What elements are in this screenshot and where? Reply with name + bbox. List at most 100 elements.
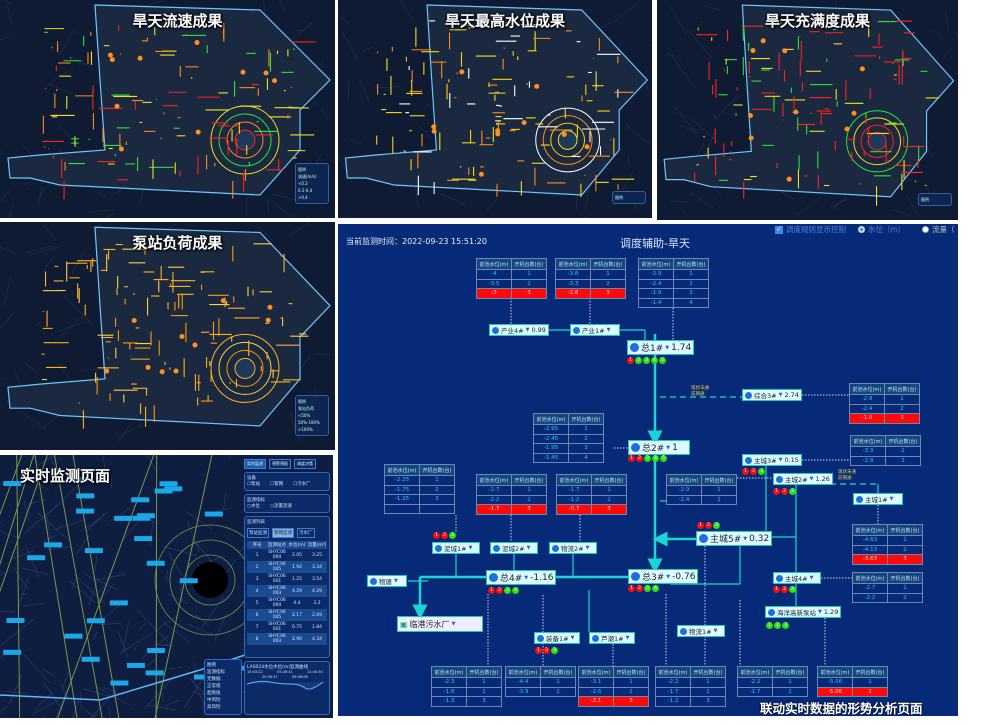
dropdown-icon[interactable]: ▼ <box>666 444 671 451</box>
pump-rule-table: 前池水位(m) 开机台数(台) -2.7 1 -2.2 2 -1.7 3 <box>476 474 547 515</box>
legend-item: 流速(m/s) <box>298 174 317 179</box>
pump-station[interactable]: 产业1# ▼ <box>570 324 620 336</box>
pump-station[interactable]: 泥城2# ▼ <box>490 542 538 554</box>
pump-station[interactable]: 总1# ▼ 1.74 <box>627 340 695 355</box>
water-level-radio[interactable]: 水位（m） <box>858 224 905 235</box>
level-cell: -2.7 <box>852 583 888 594</box>
pump-rule-table: 前池水位(m) 开机台数(台) -3.1 1 -2.6 2 -2.1 3 <box>578 666 649 707</box>
pump-status-off: 2 <box>636 455 643 462</box>
type-radio[interactable]: ○流量流速 <box>269 504 292 509</box>
dropdown-icon[interactable]: ▼ <box>625 635 630 641</box>
monitor-tab[interactable]: 调度决策 <box>294 459 316 469</box>
dropdown-icon[interactable]: ▼ <box>451 621 456 627</box>
dropdown-icon[interactable]: ▼ <box>778 457 783 463</box>
flow-radio[interactable]: 流量（ <box>922 224 955 235</box>
table-row[interactable]: 2 SHYC06 005 1.92 3.34 <box>247 561 327 573</box>
pump-station[interactable]: 主城4# ▼ <box>773 572 821 584</box>
cell: SHYC06 003 <box>268 634 286 644</box>
pump-status-on: 4 <box>652 455 659 462</box>
col-header: 前池水位(m) <box>852 524 888 536</box>
pump-rule-table: 前池水位(m) 开机台数(台) -2.25 1 -1.75 2 -1.25 3 <box>384 464 455 514</box>
dropdown-icon[interactable]: ▼ <box>809 575 814 581</box>
pump-icon <box>573 326 580 334</box>
dropdown-icon[interactable]: ▼ <box>713 628 718 634</box>
radio-selected-icon[interactable] <box>858 226 865 233</box>
table-row[interactable]: 5 SHYC06 004 4.4 3.2 <box>247 597 327 609</box>
monitor-tab[interactable]: 预警预报 <box>269 459 291 469</box>
pump-station[interactable]: 主城5# ▼ 0.32 <box>696 531 773 546</box>
dropdown-icon[interactable]: ▼ <box>468 545 473 551</box>
column-header: 流量(m³) <box>307 543 327 548</box>
dropdown-icon[interactable]: ▼ <box>889 496 894 502</box>
cell: 7 <box>255 624 259 630</box>
col-header: 开机台数(台) <box>590 258 626 270</box>
dropdown-icon[interactable]: ▼ <box>585 545 590 551</box>
col-header: 开机台数(台) <box>511 474 547 486</box>
table-row[interactable]: 6 SHYC06 005 2.17 2.69 <box>247 609 327 621</box>
dropdown-icon[interactable]: ▼ <box>570 635 575 641</box>
pump-station[interactable]: 主城2# ▼ 1.26 <box>773 473 833 485</box>
pump-station[interactable]: 海洋高新泵站 ▼ 1.29 <box>765 606 842 618</box>
cell: SHYC06 004 <box>268 550 286 560</box>
level-cell: -3.1 <box>578 677 614 688</box>
table-row: -4.63 1 <box>852 535 923 546</box>
table-row: -2.4 2 <box>849 403 920 414</box>
list-tab[interactable]: 泵站监测 <box>247 528 269 538</box>
pump-status-off: 1 <box>742 468 749 475</box>
map-legend: 图例 <box>612 191 646 204</box>
pump-station[interactable]: 芦潮1# ▼ <box>589 632 635 644</box>
pump-station[interactable]: 物唐 ▼ <box>367 575 407 587</box>
col-header: 前池水位(m) <box>638 258 674 270</box>
device-checkbox[interactable]: ☐泵站 <box>247 482 261 487</box>
device-checkbox[interactable]: ☐管网 <box>270 482 284 487</box>
dropdown-icon[interactable]: ▼ <box>818 609 822 615</box>
pump-status-off: 2 <box>781 586 788 593</box>
pump-station[interactable]: 物流2# ▼ <box>549 542 597 554</box>
pump-station[interactable]: 总2# ▼ 1 <box>628 440 690 455</box>
dropdown-icon[interactable]: ▼ <box>394 578 398 584</box>
type-radio[interactable]: ○水位 <box>247 504 260 509</box>
count-cell: 1 <box>591 485 627 496</box>
sewage-plant[interactable]: ▣ 临港污水厂 ▼ <box>397 616 483 632</box>
table-row[interactable]: 3 SHYC06 001 1.25 3.54 <box>247 573 327 585</box>
table-row[interactable]: 1 SHYC06 004 2.05 3.25 <box>247 549 327 561</box>
monitor-tab[interactable]: 实时监测 <box>244 459 266 469</box>
device-checkbox[interactable]: ☐污水厂 <box>293 482 311 487</box>
dropdown-icon[interactable]: ▼ <box>809 476 814 482</box>
list-tab[interactable]: 污水厂 <box>297 528 315 538</box>
count-cell: 3 <box>591 504 627 515</box>
pump-station[interactable]: 主城3# ▼ 0.15 <box>742 454 802 466</box>
pump-station[interactable]: 总3# ▼ -0.76 <box>628 569 699 584</box>
map-legend: 图例 <box>918 193 952 206</box>
table-row: -2.2 1 <box>737 677 808 688</box>
pump-station[interactable]: 装备1# ▼ <box>534 632 580 644</box>
rule-display-toggle[interactable]: ✓ 调度规则显示控制 <box>775 225 846 234</box>
cell: 4 <box>255 588 259 594</box>
dropdown-icon[interactable]: ▼ <box>606 327 611 333</box>
table-row[interactable]: 4 SHYC06 003 4.29 4.29 <box>247 585 327 597</box>
dropdown-icon[interactable]: ▼ <box>524 574 529 581</box>
checkbox-icon[interactable]: ✓ <box>775 225 783 234</box>
dropdown-icon[interactable]: ▼ <box>665 344 670 351</box>
dropdown-icon[interactable]: ▼ <box>743 535 748 542</box>
list-tab[interactable]: 管网监测 <box>272 528 294 538</box>
pump-station[interactable]: 产业4# ▼ 0.99 <box>489 324 549 336</box>
pump-station[interactable]: 总4# ▼ -1.16 <box>486 570 557 585</box>
count-cell: 2 <box>884 403 920 414</box>
dropdown-icon[interactable]: ▼ <box>778 392 783 398</box>
pump-station[interactable]: 泥城1# ▼ <box>432 542 480 554</box>
pump-icon <box>552 544 559 552</box>
radio-icon[interactable] <box>922 226 929 233</box>
pump-station[interactable]: 主城1# ▼ <box>853 493 903 505</box>
pump-rule-table: 前池水位(m) 开机台数(台) -5.56 1 -5.06 2 <box>817 666 888 697</box>
table-row[interactable]: 8 SHYC06 003 2.90 4.34 <box>247 633 327 645</box>
dropdown-icon[interactable]: ▼ <box>666 573 671 580</box>
dropdown-icon[interactable]: ▼ <box>525 327 530 333</box>
pump-station[interactable]: 综合3# ▼ 2.74 <box>742 389 802 401</box>
table-row[interactable]: 7 SHYC06 001 0.75 1.84 <box>247 621 327 633</box>
level-cell: -2.6 <box>578 686 614 697</box>
dropdown-icon[interactable]: ▼ <box>526 545 531 551</box>
pump-station[interactable]: 物流1# ▼ <box>677 625 725 637</box>
